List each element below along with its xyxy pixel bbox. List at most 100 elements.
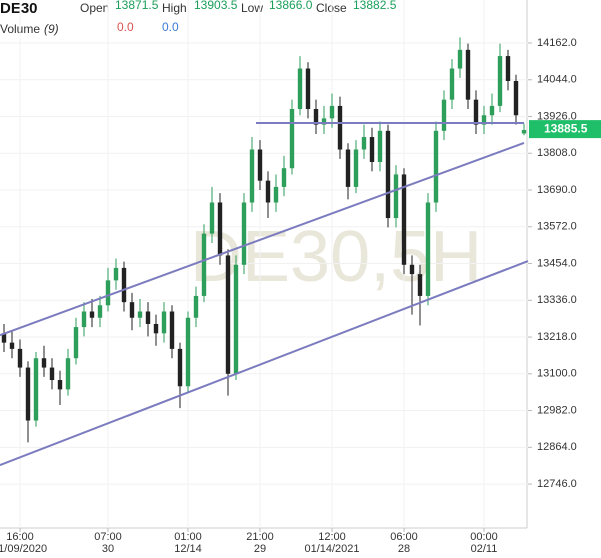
candle-body [177,348,183,387]
candle-body [305,68,311,110]
candle-body [73,327,79,359]
y-tick-label: 13454.0 [537,257,577,269]
candle-body [377,130,383,162]
last-price-box [529,120,601,139]
y-tick-label: 13336.0 [537,294,577,306]
candle-body [89,311,95,318]
candle-body [169,311,175,349]
trendline [0,142,525,337]
candle-body [249,149,255,203]
candle-body [457,49,463,69]
candle-body [1,333,7,343]
candle-body [265,180,271,203]
candle-body [9,342,15,349]
header-value: 13871.5 [115,0,159,12]
candle-body [441,99,447,131]
candle-body [137,311,143,318]
candle-body [345,149,351,187]
header-label: Low [241,1,263,15]
candle-body [41,358,47,368]
candle-body [161,311,167,334]
x-tick-date: 02/11 [471,543,498,555]
candle-body [121,267,127,303]
volume-period: (9) [44,22,59,36]
candle-body [321,118,327,125]
y-tick-label: 12864.0 [537,441,577,453]
y-tick-label: 13218.0 [537,331,577,343]
candle-body [241,202,247,265]
x-tick-label: 12:00 [318,531,346,543]
candle-body [361,137,367,150]
candle-body [353,149,359,187]
y-tick-label: 14162.0 [537,37,577,49]
candle-body [33,358,39,421]
candle-body [113,267,119,281]
header-label: Open [80,1,109,15]
candle-body [481,115,487,125]
candle-body [393,174,399,219]
x-tick-label: 07:00 [94,531,122,543]
symbol: DE30 [0,0,38,17]
candle-body [369,137,375,162]
candle-body [209,202,215,234]
candle-body [257,149,263,181]
candle-body [281,168,287,187]
candle-body [145,311,151,324]
candle-body [185,317,191,387]
candle-body [401,174,407,265]
candle-body [129,302,135,318]
y-tick-label: 12746.0 [537,478,577,490]
x-tick-date: 28 [398,543,410,555]
candle-body [513,80,519,116]
y-tick-label: 13926.0 [537,110,577,122]
candle-body [105,280,111,306]
header-value: 13903.5 [194,0,238,12]
candle-body [153,323,159,334]
candle-body [329,105,335,119]
candle-body [473,99,479,125]
candle-body [337,105,343,150]
y-tick-label: 14044.0 [537,74,577,86]
x-tick-date: 29 [254,543,266,555]
candle-body [297,68,303,110]
x-tick-date: 30 [102,543,114,555]
candle-body [225,255,231,374]
candle-body [81,311,87,328]
candle-body [217,202,223,256]
candle-body [97,305,103,318]
header-value: 13866.0 [269,0,313,12]
x-tick-date: 11/09/2020 [0,543,47,555]
volume-value: 0.0 [162,20,179,34]
x-tick-date: 12/14 [174,543,202,555]
y-tick-label: 13572.0 [537,221,577,233]
candle-body [497,56,503,106]
candle-body [425,202,431,296]
watermark: DE30,5H [190,217,482,297]
candle-body [489,105,495,116]
candle-body [193,295,199,318]
x-tick-label: 06:00 [390,531,418,543]
volume-value: 0.0 [117,20,134,34]
candle-body [313,109,319,125]
candle-body [201,233,207,296]
x-tick-date: 01/14/2021 [304,543,359,555]
candle-body [289,109,295,169]
candle-body [49,367,55,381]
y-tick-label: 13100.0 [537,368,577,380]
candle-body [57,380,63,390]
x-tick-label: 00:00 [470,531,498,543]
header-label: High [162,1,187,15]
y-tick-label: 13808.0 [537,147,577,159]
y-tick-label: 12982.0 [537,404,577,416]
candle-body [521,130,527,134]
candle-body [465,49,471,100]
candle-body [505,56,511,81]
candle-body [417,274,423,296]
candle-body [17,348,23,368]
candle-body [65,358,71,390]
candle-body [273,186,279,203]
candle-body [385,130,391,219]
candle-body [233,264,239,374]
candle-body [409,264,415,275]
